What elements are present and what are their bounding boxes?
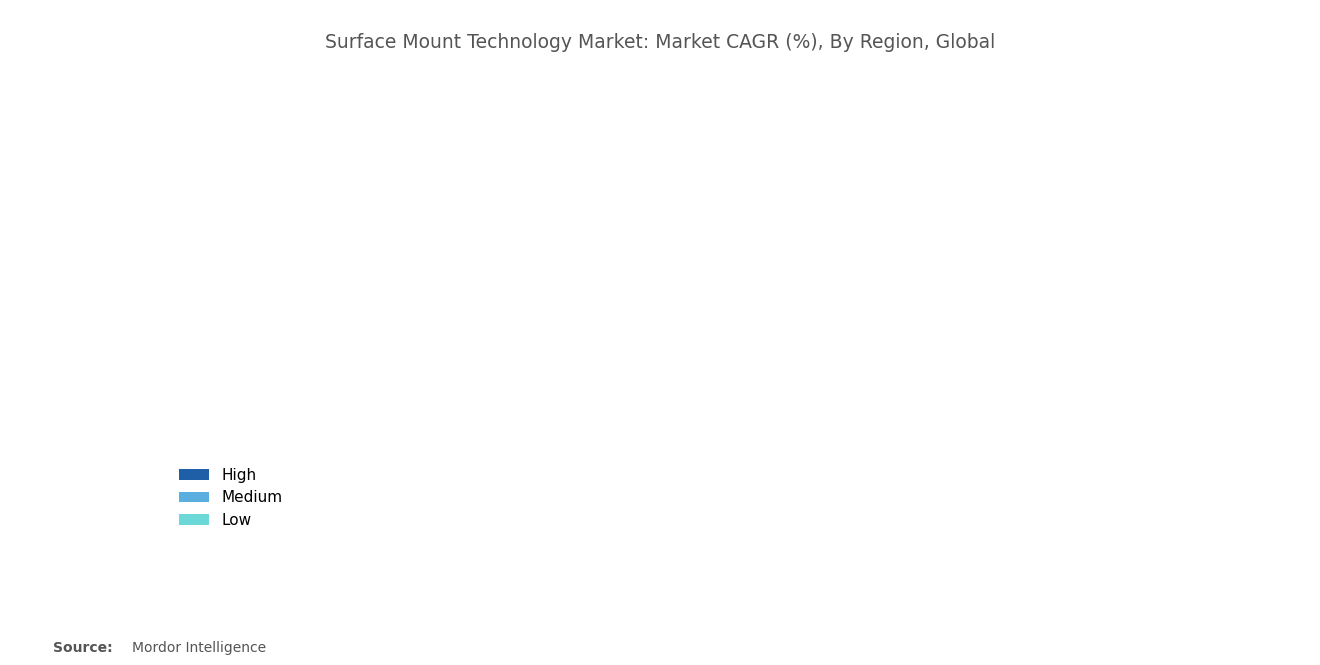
Text: Source:: Source: (53, 640, 112, 655)
Text: Surface Mount Technology Market: Market CAGR (%), By Region, Global: Surface Mount Technology Market: Market … (325, 33, 995, 53)
Text: Mordor Intelligence: Mordor Intelligence (132, 640, 267, 655)
Legend: High, Medium, Low: High, Medium, Low (173, 462, 289, 534)
